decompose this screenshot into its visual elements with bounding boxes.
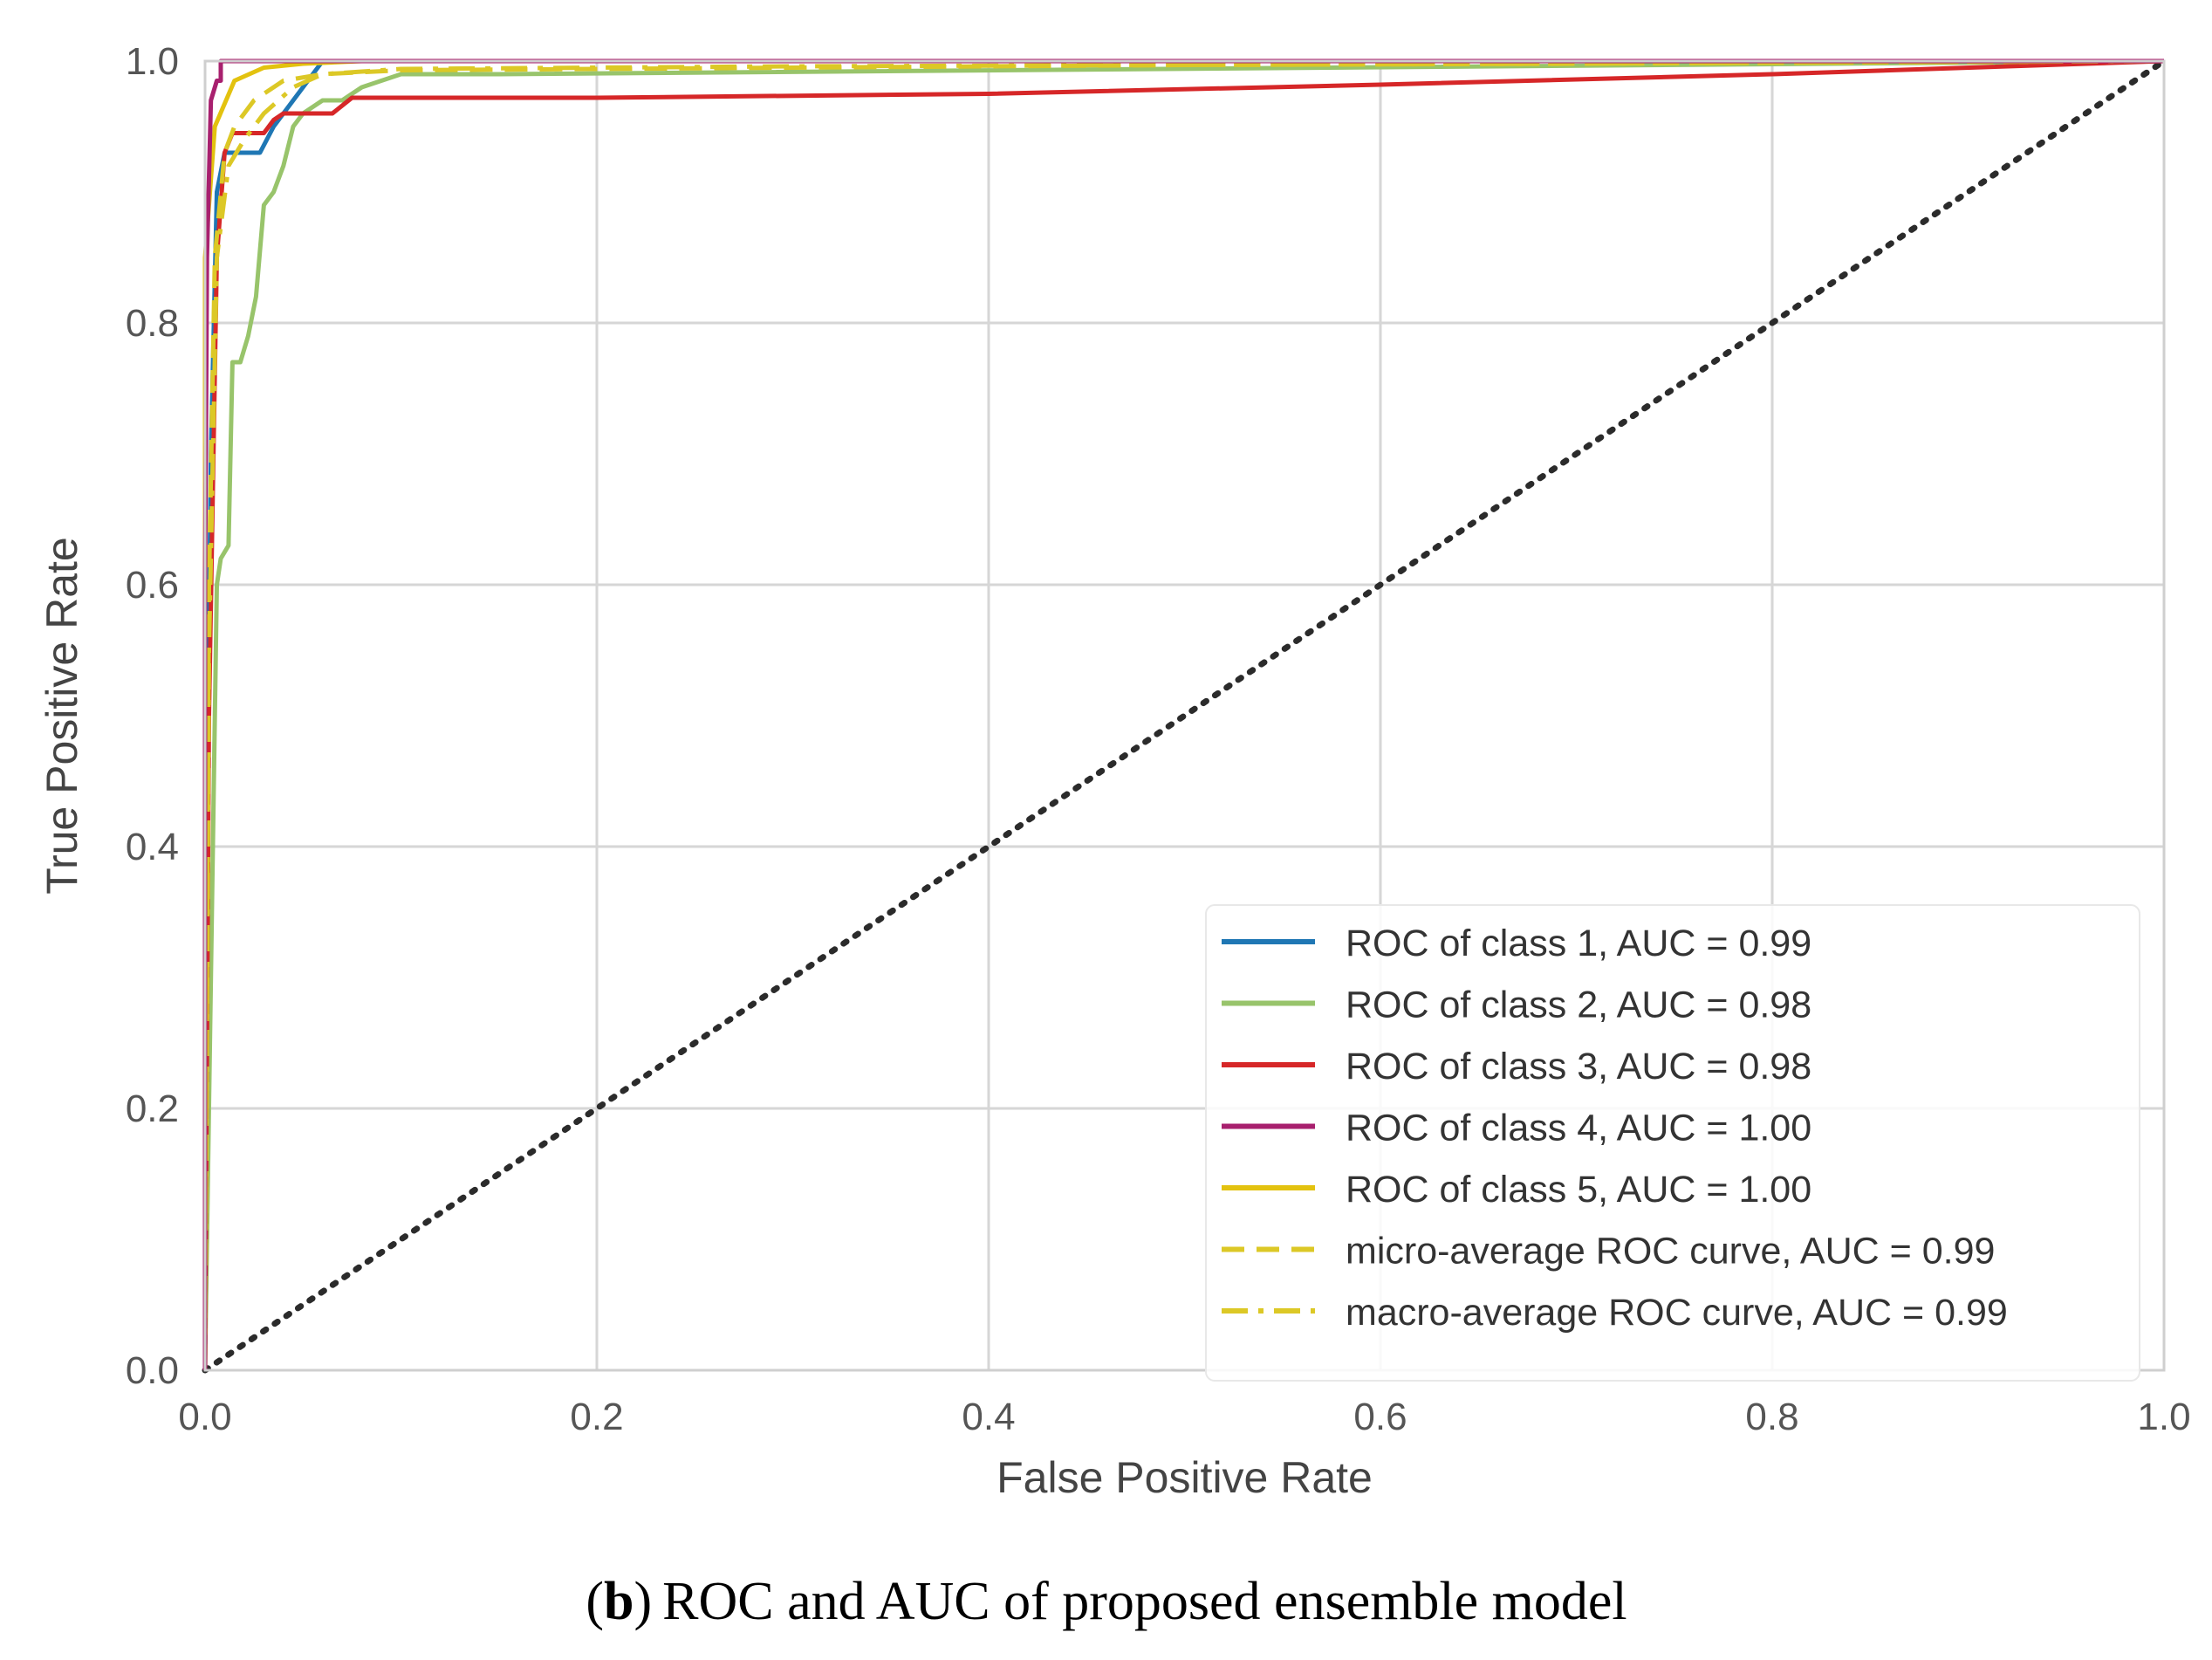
plot-frame xyxy=(203,59,2166,1372)
series-line-8 xyxy=(202,58,2167,1374)
x-tick-label: 0.2 xyxy=(570,1396,623,1438)
caption-open-paren: ( xyxy=(586,1572,604,1631)
legend-label-5: ROC of class 5, AUC = 1.00 xyxy=(1346,1169,1811,1211)
series-line-2 xyxy=(202,58,2165,1371)
legend-label-6: micro-average ROC curve, AUC = 0.99 xyxy=(1346,1231,1995,1272)
y-tick-label: 0.0 xyxy=(126,1349,179,1392)
legend-label-2: ROC of class 2, AUC = 0.98 xyxy=(1346,984,1811,1026)
caption-text: ROC and AUC of proposed ensemble model xyxy=(662,1572,1627,1631)
series-line-7 xyxy=(202,58,2165,1371)
y-axis-ticks: 0.0 0.2 0.4 0.6 0.8 1.0 xyxy=(126,40,179,1392)
x-tick-label: 0.6 xyxy=(1353,1396,1407,1438)
caption-close-paren: ) xyxy=(633,1572,652,1631)
legend-box xyxy=(1205,904,2140,1382)
grid-lines xyxy=(205,61,2164,1370)
legend-label-3: ROC of class 3, AUC = 0.98 xyxy=(1346,1046,1811,1087)
x-tick-label: 1.0 xyxy=(2137,1396,2190,1438)
y-tick-label: 0.6 xyxy=(126,564,179,607)
y-axis-label: True Positive Rate xyxy=(38,537,86,894)
legend-label-1: ROC of class 1, AUC = 0.99 xyxy=(1346,923,1811,964)
plot-area xyxy=(202,58,2167,1374)
y-tick-label: 0.4 xyxy=(126,826,179,868)
x-axis-ticks: 0.0 0.2 0.4 0.6 0.8 1.0 xyxy=(178,1396,2190,1438)
x-axis-label: False Positive Rate xyxy=(996,1453,1373,1502)
x-tick-label: 0.8 xyxy=(1745,1396,1798,1438)
x-tick-label: 0.4 xyxy=(962,1396,1015,1438)
y-tick-label: 0.8 xyxy=(126,302,179,345)
series-line-3 xyxy=(202,58,2165,1371)
roc-curves xyxy=(202,58,2167,1374)
y-tick-label: 1.0 xyxy=(126,40,179,83)
y-tick-label: 0.2 xyxy=(126,1087,179,1130)
legend-label-7: macro-average ROC curve, AUC = 0.99 xyxy=(1346,1292,2008,1334)
legend-label-4: ROC of class 4, AUC = 1.00 xyxy=(1346,1108,1811,1149)
legend: ROC of class 1, AUC = 0.99 ROC of class 2… xyxy=(1205,904,2140,1382)
figure-caption: (b) ROC and AUC of proposed ensemble mode… xyxy=(586,1572,1626,1631)
caption-label: b xyxy=(604,1572,633,1631)
x-tick-label: 0.0 xyxy=(178,1396,231,1438)
